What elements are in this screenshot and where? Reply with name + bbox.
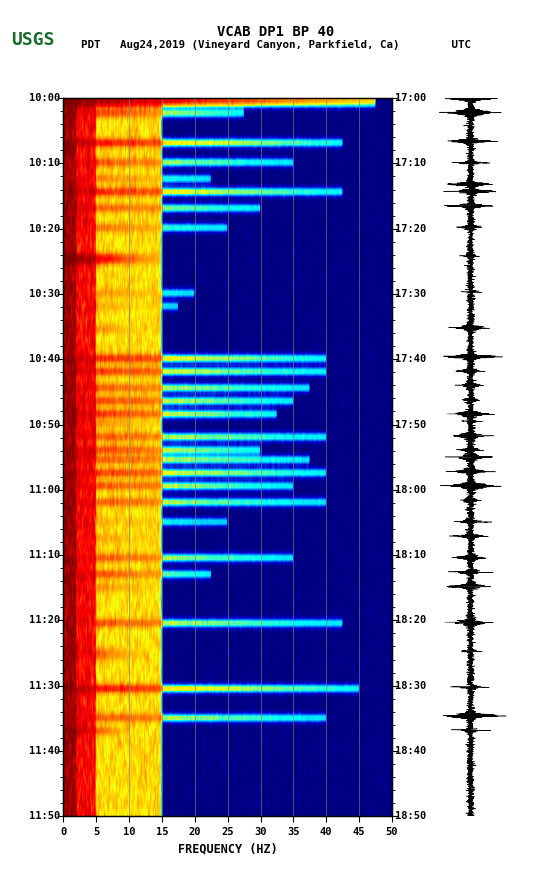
Text: 10:10: 10:10 [29,159,61,169]
Text: 11:20: 11:20 [29,615,61,625]
Text: 18:20: 18:20 [395,615,426,625]
Text: 17:30: 17:30 [395,289,426,299]
Text: 11:50: 11:50 [29,811,61,822]
Text: 11:10: 11:10 [29,550,61,560]
Text: 18:10: 18:10 [395,550,426,560]
Text: 11:00: 11:00 [29,484,61,495]
Text: 17:40: 17:40 [395,354,426,364]
Text: 11:40: 11:40 [29,746,61,756]
Text: 10:20: 10:20 [29,224,61,234]
Text: 10:30: 10:30 [29,289,61,299]
Text: 10:00: 10:00 [29,93,61,103]
Text: 10:40: 10:40 [29,354,61,364]
Text: 10:50: 10:50 [29,419,61,430]
Text: 18:30: 18:30 [395,681,426,690]
Text: VCAB DP1 BP 40: VCAB DP1 BP 40 [217,25,335,39]
Text: 11:30: 11:30 [29,681,61,690]
Text: USGS: USGS [11,31,55,49]
Text: 18:00: 18:00 [395,484,426,495]
X-axis label: FREQUENCY (HZ): FREQUENCY (HZ) [178,842,278,855]
Text: PDT   Aug24,2019 (Vineyard Canyon, Parkfield, Ca)        UTC: PDT Aug24,2019 (Vineyard Canyon, Parkfie… [81,40,471,50]
Text: 17:50: 17:50 [395,419,426,430]
Text: 18:50: 18:50 [395,811,426,822]
Text: 17:20: 17:20 [395,224,426,234]
Text: 18:40: 18:40 [395,746,426,756]
Text: 17:00: 17:00 [395,93,426,103]
Text: 17:10: 17:10 [395,159,426,169]
